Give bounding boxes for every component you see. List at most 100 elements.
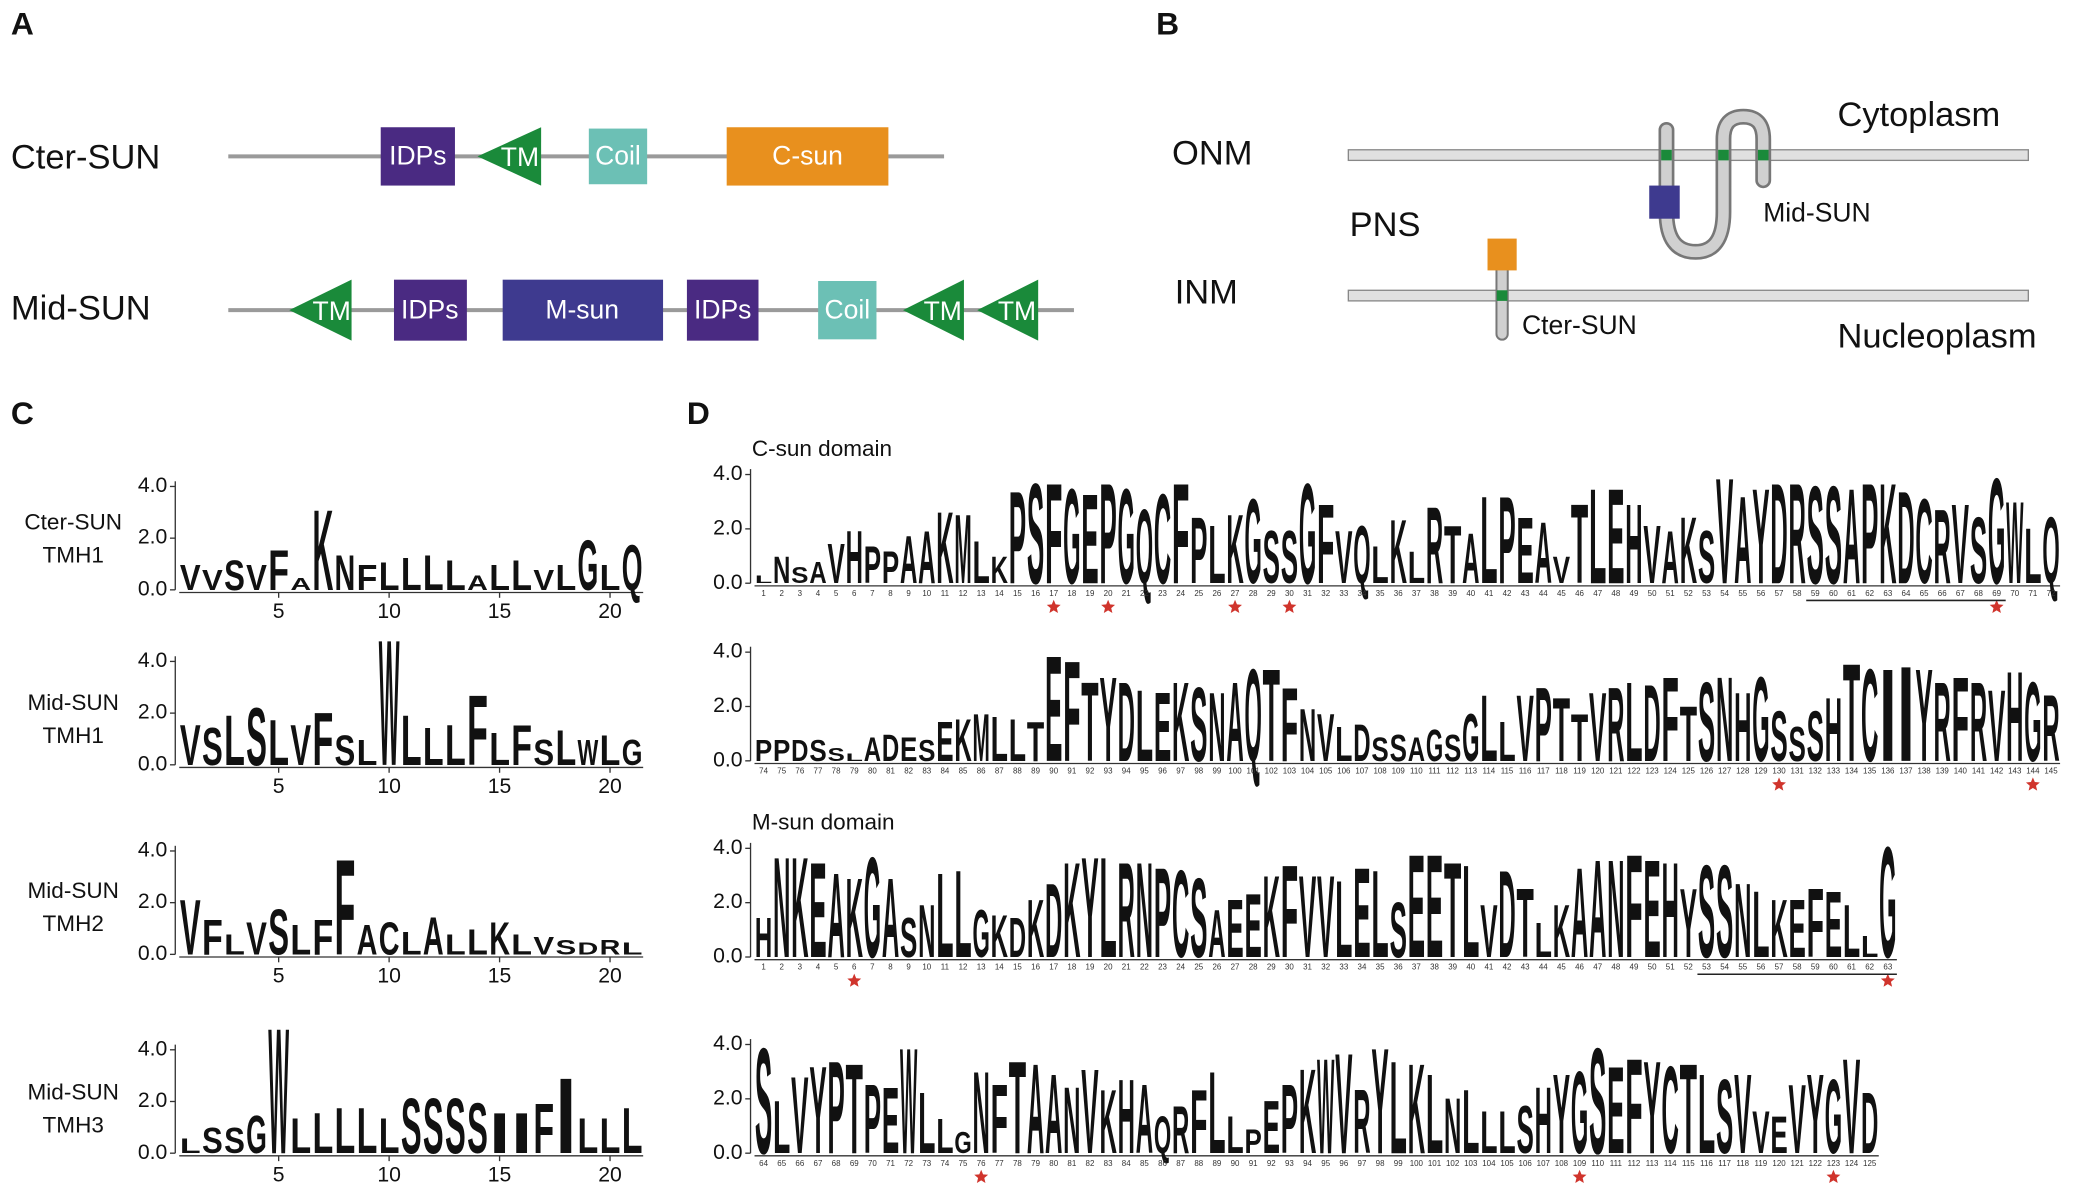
logo-letter: S	[755, 1017, 772, 1185]
logo-letter: Q	[1154, 1106, 1171, 1165]
position-label: 131	[1791, 767, 1805, 776]
logo-letter: V	[180, 883, 201, 971]
logo-letter: L	[1861, 930, 1878, 964]
position-label: 112	[1446, 767, 1459, 776]
y-tick-label: 4.0	[713, 836, 742, 859]
logo-letter: L	[1625, 659, 1642, 786]
logo-letter: A	[827, 847, 844, 982]
domain-label: TM	[501, 142, 539, 172]
position-label: 57	[1775, 589, 1784, 598]
logo-letter: V	[1734, 1051, 1751, 1178]
position-label: 43	[1521, 589, 1530, 598]
logo-letter: L	[1371, 536, 1388, 595]
position-label: 72	[2047, 589, 2056, 598]
logo-letter: L	[600, 557, 621, 597]
logo-letter: F	[335, 831, 356, 984]
logo-letter: W	[2006, 478, 2023, 608]
domain-label: TM	[924, 296, 962, 326]
panel-label: A	[11, 5, 34, 41]
logo-letter: V	[1553, 549, 1570, 591]
position-label: 77	[814, 767, 823, 776]
membrane-label: INM	[1175, 274, 1238, 312]
position-label: 29	[1267, 963, 1276, 972]
logo-letter: S	[224, 1121, 245, 1161]
logo-letter: E	[1607, 1042, 1624, 1180]
position-label: 105	[1319, 767, 1333, 776]
logo-letter: D	[1009, 906, 1026, 969]
logo-letter: A	[809, 556, 826, 590]
logo-letter: M	[954, 494, 971, 604]
logo-letter: K	[954, 706, 971, 773]
domain-label: IDPs	[401, 294, 458, 324]
position-label: 34	[1358, 963, 1367, 972]
position-label: 117	[1537, 767, 1550, 776]
logo-letter: L	[1208, 1048, 1225, 1178]
logo-letter: L	[1480, 1099, 1497, 1166]
position-label: 121	[1609, 767, 1623, 776]
position-label: 17	[1049, 589, 1058, 598]
logo-letter: L	[973, 529, 990, 596]
logo-letter: A	[1462, 519, 1479, 599]
logo-letter: L	[846, 751, 863, 764]
logo-letter: D	[1861, 1075, 1878, 1172]
logo-letter: L	[2024, 512, 2041, 601]
logo-letter: V	[533, 564, 554, 596]
logo-letter: G	[1571, 1048, 1588, 1178]
position-label: 5	[834, 589, 839, 598]
domain-tm	[902, 279, 964, 341]
logo-letter: F	[1807, 868, 1824, 978]
logo-letter: L	[180, 1134, 201, 1158]
position-label: 97	[1358, 1159, 1367, 1168]
logo-letter: Y	[1371, 1017, 1388, 1185]
logo-letter: L	[1426, 1051, 1443, 1178]
logo-letter: E	[1825, 873, 1842, 978]
logo-label: Cter-SUN	[24, 510, 122, 535]
position-label: 89	[1212, 1159, 1221, 1168]
logo-letter: K	[1770, 883, 1787, 975]
position-label: 126	[1700, 767, 1714, 776]
logo-letter: N	[1299, 692, 1316, 777]
domain-idps	[393, 279, 467, 341]
position-label: 81	[886, 767, 895, 776]
logo-letter: H	[1118, 1058, 1135, 1176]
logo-letter: F	[1317, 481, 1334, 608]
logo-letter: K	[1390, 502, 1407, 603]
row-label: Mid-SUN	[11, 289, 151, 327]
position-label: 46	[1575, 589, 1584, 598]
logo-letter: L	[445, 929, 466, 961]
position-label: 54	[1720, 589, 1729, 598]
position-label: 45	[1557, 589, 1566, 598]
logo-letter: L	[1462, 838, 1479, 986]
y-tick-label: 4.0	[713, 462, 742, 485]
logo-letter: G	[1752, 651, 1769, 786]
position-label: 15	[1013, 589, 1022, 598]
position-label: 17	[1049, 963, 1058, 972]
logo-letter: S	[1970, 499, 1987, 604]
logo-letter: G	[578, 525, 599, 605]
logo-letter: K	[1172, 659, 1189, 786]
panel-label: B	[1156, 5, 1179, 41]
logo-letter: V	[1480, 888, 1497, 973]
logo-letter: S	[1788, 717, 1805, 771]
position-label: 3	[798, 963, 803, 972]
logo-letter: L	[445, 551, 466, 599]
position-label: 10	[922, 589, 931, 598]
logo-letter: P	[1281, 1064, 1298, 1174]
position-label: 133	[1827, 767, 1841, 776]
position-label: 10	[922, 963, 931, 972]
position-label: 106	[1337, 767, 1351, 776]
logo-letter: W	[578, 732, 599, 772]
y-tick-label: 2.0	[713, 890, 742, 913]
position-label: 118	[1555, 767, 1568, 776]
logo-letter: P	[1245, 1122, 1262, 1160]
logo-letter: V	[180, 557, 201, 597]
position-label: 8	[888, 963, 893, 972]
logo-label: TMH3	[43, 1113, 104, 1138]
logo-letter: G	[1063, 462, 1080, 613]
logo-letter: E	[1226, 883, 1243, 975]
logo-letter: S	[445, 1082, 466, 1170]
logo-letter: C	[1662, 1042, 1679, 1180]
position-label: 27	[1231, 963, 1240, 972]
logo-letter: S	[1825, 457, 1842, 613]
logo-letter: Y	[1807, 1051, 1824, 1178]
